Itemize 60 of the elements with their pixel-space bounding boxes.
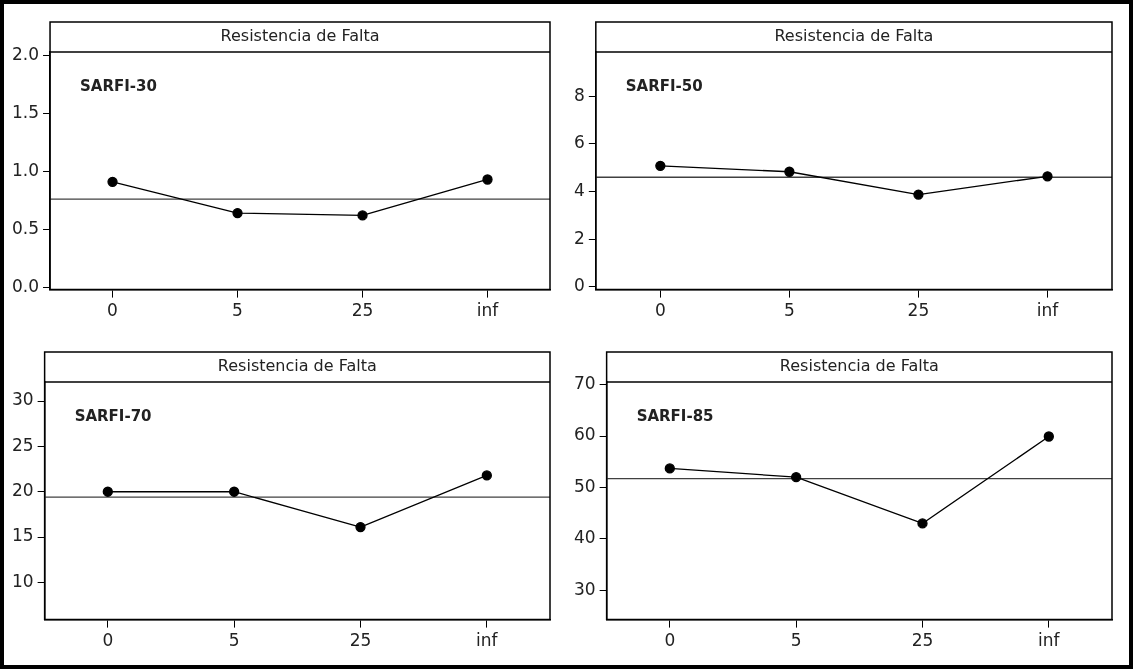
point bbox=[1042, 171, 1053, 182]
x-tick-label: 25 bbox=[907, 300, 930, 321]
x-tick-label: 5 bbox=[232, 300, 243, 321]
annotation: SARFI-70 bbox=[74, 406, 152, 425]
point bbox=[482, 174, 493, 185]
y-tick-label: 20 bbox=[11, 480, 34, 501]
y-tick-label: 4 bbox=[573, 179, 585, 200]
point bbox=[917, 518, 928, 529]
y-tick-label: 2 bbox=[573, 227, 585, 248]
point bbox=[107, 176, 118, 187]
point bbox=[357, 210, 368, 221]
y-tick-label: 1.5 bbox=[11, 101, 40, 122]
point bbox=[913, 189, 924, 200]
point bbox=[481, 470, 492, 481]
y-tick-label: 0 bbox=[573, 275, 585, 296]
point bbox=[664, 463, 675, 474]
x-tick-label: inf bbox=[476, 630, 499, 651]
point bbox=[102, 486, 113, 497]
point bbox=[232, 207, 243, 219]
point bbox=[784, 166, 795, 177]
y-tick-label: 40 bbox=[573, 527, 596, 548]
y-tick-label: 60 bbox=[573, 424, 596, 445]
y-tick-label: 2.0 bbox=[11, 43, 40, 64]
y-tick-label: 8 bbox=[573, 84, 585, 105]
x-tick-label: inf bbox=[476, 300, 500, 321]
x-tick-label: 5 bbox=[228, 630, 240, 651]
x-tick-label: 0 bbox=[102, 630, 114, 651]
point bbox=[1043, 431, 1054, 442]
x-tick-label: 0 bbox=[654, 300, 666, 321]
x-tick-label: 25 bbox=[911, 630, 934, 651]
y-tick-label: 30 bbox=[11, 389, 34, 410]
x-tick-label: 25 bbox=[351, 300, 374, 321]
chart-title: Resistencia de Falta bbox=[774, 26, 934, 46]
point bbox=[791, 471, 802, 483]
chart-title: Resistencia de Falta bbox=[217, 356, 377, 376]
y-tick-label: 6 bbox=[573, 132, 585, 153]
y-tick-label: 0.5 bbox=[11, 217, 40, 238]
y-tick-label: 70 bbox=[573, 372, 596, 393]
annotation: SARFI-50 bbox=[625, 76, 703, 95]
x-tick-label: 5 bbox=[790, 630, 802, 651]
y-tick-label: 1.0 bbox=[11, 159, 40, 180]
point bbox=[229, 486, 240, 497]
y-tick-label: 25 bbox=[11, 434, 34, 455]
x-tick-label: 0 bbox=[107, 300, 118, 321]
y-tick-label: 30 bbox=[573, 578, 596, 599]
chart-title: Resistencia de Falta bbox=[220, 26, 380, 46]
x-tick-label: inf bbox=[1038, 630, 1061, 651]
y-tick-label: 15 bbox=[11, 525, 34, 546]
y-tick-label: 0.0 bbox=[11, 275, 40, 296]
x-tick-label: 0 bbox=[664, 630, 676, 651]
annotation: SARFI-30 bbox=[80, 76, 157, 95]
x-tick-label: 5 bbox=[783, 300, 795, 321]
point bbox=[655, 160, 666, 171]
y-tick-label: 50 bbox=[573, 475, 596, 496]
y-tick-label: 10 bbox=[11, 570, 34, 591]
x-tick-label: inf bbox=[1036, 300, 1060, 321]
point bbox=[355, 521, 366, 533]
chart-title: Resistencia de Falta bbox=[779, 356, 939, 376]
annotation: SARFI-85 bbox=[636, 406, 714, 425]
x-tick-label: 25 bbox=[349, 630, 372, 651]
